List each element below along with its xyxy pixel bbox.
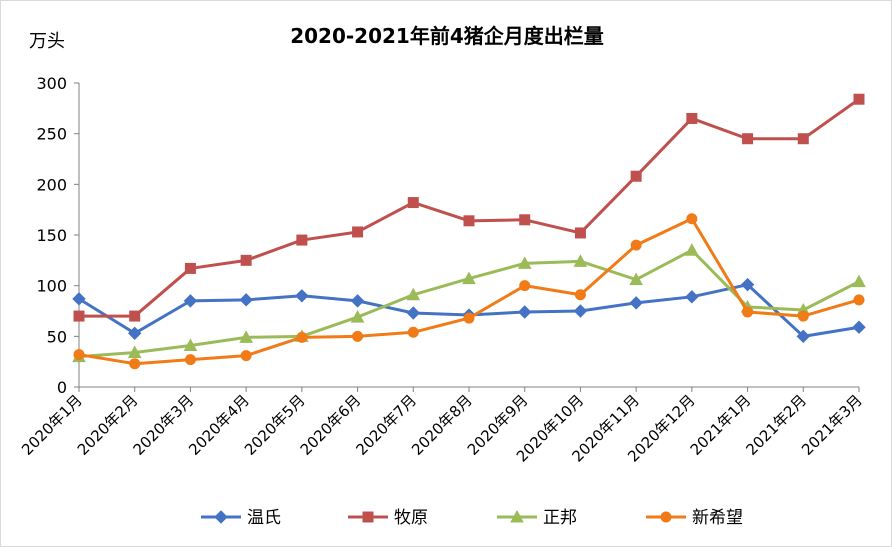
legend-marker [660, 511, 672, 523]
data-point [296, 234, 308, 246]
data-point [519, 214, 531, 226]
data-point [796, 329, 810, 344]
data-point [629, 272, 643, 286]
data-point [128, 326, 142, 341]
y-tick-label: 0 [57, 378, 67, 397]
data-point [797, 133, 809, 145]
data-point [573, 304, 588, 318]
data-point [853, 294, 865, 306]
legend-item: 新希望 [646, 508, 743, 528]
chart-title: 2020-2021年前4猪企月度出栏量 [290, 24, 604, 48]
legend-item: 温氏 [201, 508, 281, 528]
data-point [183, 294, 198, 308]
data-point [183, 338, 198, 351]
data-point [573, 254, 588, 267]
data-point [742, 306, 754, 318]
data-point [519, 280, 531, 292]
data-point [462, 271, 476, 285]
data-point [240, 350, 252, 362]
data-point [73, 349, 85, 361]
data-point [686, 112, 698, 124]
data-point [127, 345, 142, 359]
data-point [574, 289, 586, 301]
data-point [629, 296, 643, 310]
data-point [184, 354, 196, 366]
data-point [296, 331, 308, 343]
y-tick-label: 150 [36, 226, 67, 245]
data-point [73, 310, 85, 322]
y-tick-label: 300 [36, 74, 67, 93]
legend: 温氏 牧原 正邦 新希望 [201, 508, 743, 528]
legend-label: 温氏 [247, 508, 281, 528]
series-line [78, 217, 860, 366]
data-point [129, 358, 141, 370]
y-axis-unit-label: 万头 [29, 31, 65, 52]
data-point [350, 310, 365, 323]
data-point [685, 290, 699, 304]
legend-label: 新希望 [692, 508, 743, 528]
axes: 0501001502002503002020年1月2020年2月2020年3月2… [18, 74, 866, 466]
data-point [630, 239, 642, 251]
data-point [407, 326, 419, 338]
data-point [517, 256, 532, 269]
data-point [630, 170, 642, 182]
data-point [853, 93, 865, 105]
data-point [463, 215, 475, 227]
data-point [740, 277, 755, 292]
data-point [240, 254, 252, 266]
data-point [685, 243, 699, 256]
data-point [407, 197, 419, 209]
legend-marker [362, 511, 374, 523]
data-point [406, 306, 420, 320]
data-point [797, 310, 809, 322]
data-point [350, 294, 365, 308]
y-tick-label: 250 [36, 125, 67, 144]
series-3 [73, 213, 865, 370]
data-point [406, 287, 421, 301]
legend-item: 正邦 [497, 508, 577, 528]
data-point [295, 289, 309, 303]
legend-item: 牧原 [348, 508, 428, 528]
data-point [352, 330, 364, 342]
data-point [518, 305, 532, 319]
data-point [129, 310, 141, 322]
series-1 [73, 93, 865, 322]
legend-marker [214, 510, 228, 524]
y-tick-label: 200 [36, 175, 67, 194]
data-point [852, 320, 866, 334]
data-point [574, 227, 586, 239]
data-point [239, 330, 253, 343]
x-tick-label: 2021年3月 [798, 391, 866, 459]
data-point [352, 226, 364, 238]
data-point [852, 274, 866, 288]
series-layer [72, 93, 866, 370]
legend-marker [510, 509, 524, 523]
y-tick-label: 50 [47, 327, 67, 346]
data-point [184, 262, 196, 274]
data-point [463, 312, 475, 324]
legend-label: 牧原 [394, 508, 428, 528]
data-point [72, 292, 86, 306]
y-tick-label: 100 [36, 277, 67, 296]
data-point [742, 133, 754, 145]
legend-label: 正邦 [543, 508, 577, 528]
data-point [239, 293, 253, 307]
data-point [686, 213, 698, 225]
